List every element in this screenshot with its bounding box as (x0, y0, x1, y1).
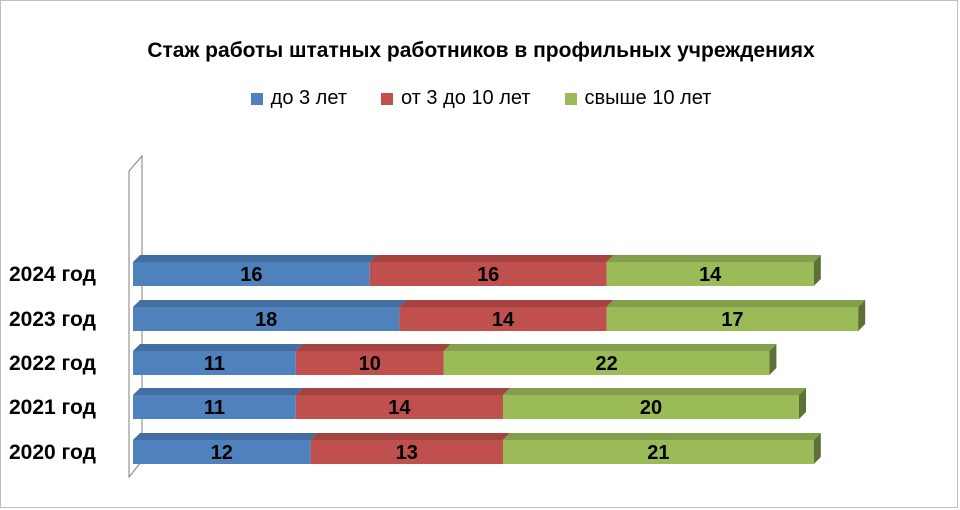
bar-top-3-5 (503, 433, 821, 440)
data-label-3-5: 21 (647, 442, 669, 464)
bar-top-2-4 (295, 388, 510, 395)
data-label-1-1: 16 (240, 264, 262, 286)
legend-item-series-2: от 3 до 10 лет (380, 87, 531, 110)
legend-label-series-3: свыше 10 лет (584, 87, 712, 109)
bar-top-2-2 (399, 300, 614, 307)
bar-top-2-5 (310, 433, 510, 440)
data-label-3-1: 14 (699, 264, 722, 286)
bar-3-3 (443, 351, 770, 375)
bar-top-1-3 (133, 344, 303, 351)
bar-2-3 (295, 351, 444, 375)
legend-item-series-1: до 3 лет (250, 87, 347, 110)
bar-3-1 (606, 262, 814, 286)
bar-1-5 (133, 440, 311, 464)
bar-1-4 (133, 395, 296, 419)
data-label-3-2: 17 (721, 309, 743, 331)
category-label-2: 2023 год (9, 308, 96, 331)
data-label-3-4: 20 (640, 397, 662, 419)
legend: до 3 лет от 3 до 10 лет свыше 10 лет (1, 87, 960, 110)
bar-top-1-1 (133, 255, 377, 262)
legend-swatch-series-1 (250, 92, 263, 105)
legend-label-series-1: до 3 лет (270, 87, 347, 109)
bar-top-3-2 (606, 300, 866, 307)
data-label-2-3: 10 (359, 353, 381, 375)
chart-title: Стаж работы штатных работников в профиль… (147, 39, 815, 62)
bar-top-2-3 (295, 344, 451, 351)
bar-side-4 (799, 388, 806, 419)
bar-top-1-5 (133, 433, 318, 440)
bar-top-1-4 (133, 388, 303, 395)
data-label-2-1: 16 (477, 264, 499, 286)
bar-2-1 (369, 262, 607, 286)
bar-side-5 (813, 433, 821, 464)
bar-2-5 (310, 440, 503, 464)
category-label-5: 2020 год (9, 441, 96, 464)
bar-3-4 (503, 395, 799, 419)
bar-top-1-2 (133, 300, 407, 307)
legend-swatch-series-2 (380, 92, 393, 105)
bar-side-3 (769, 344, 777, 375)
data-label-1-2: 18 (255, 309, 277, 331)
bar-1-1 (133, 262, 370, 286)
bar-1-2 (133, 307, 400, 331)
bar-3-2 (606, 307, 859, 331)
bar-top-2-1 (369, 255, 614, 262)
category-label-1: 2024 год (9, 263, 96, 286)
legend-swatch-series-3 (564, 92, 577, 105)
bar-side-1 (813, 255, 821, 286)
legend-item-series-3: свыше 10 лет (564, 87, 712, 110)
bar-3-5 (503, 440, 814, 464)
bar-2-2 (399, 307, 607, 331)
category-label-4: 2021 год (9, 396, 96, 419)
data-label-1-4: 11 (204, 397, 225, 419)
data-label-2-5: 13 (396, 442, 418, 464)
bar-top-3-4 (503, 388, 806, 395)
data-label-2-2: 14 (492, 309, 515, 331)
bar-side-2 (858, 300, 866, 331)
data-label-3-3: 22 (595, 353, 617, 375)
category-label-3: 2022 год (9, 352, 96, 375)
bar-1-3 (133, 351, 296, 375)
legend-label-series-2: от 3 до 10 лет (400, 87, 531, 109)
bar-top-3-3 (443, 344, 777, 351)
data-label-2-4: 14 (388, 397, 411, 419)
data-label-1-5: 12 (211, 442, 233, 464)
bar-2-4 (295, 395, 503, 419)
data-label-1-3: 11 (204, 353, 225, 375)
bar-top-3-1 (606, 255, 821, 262)
